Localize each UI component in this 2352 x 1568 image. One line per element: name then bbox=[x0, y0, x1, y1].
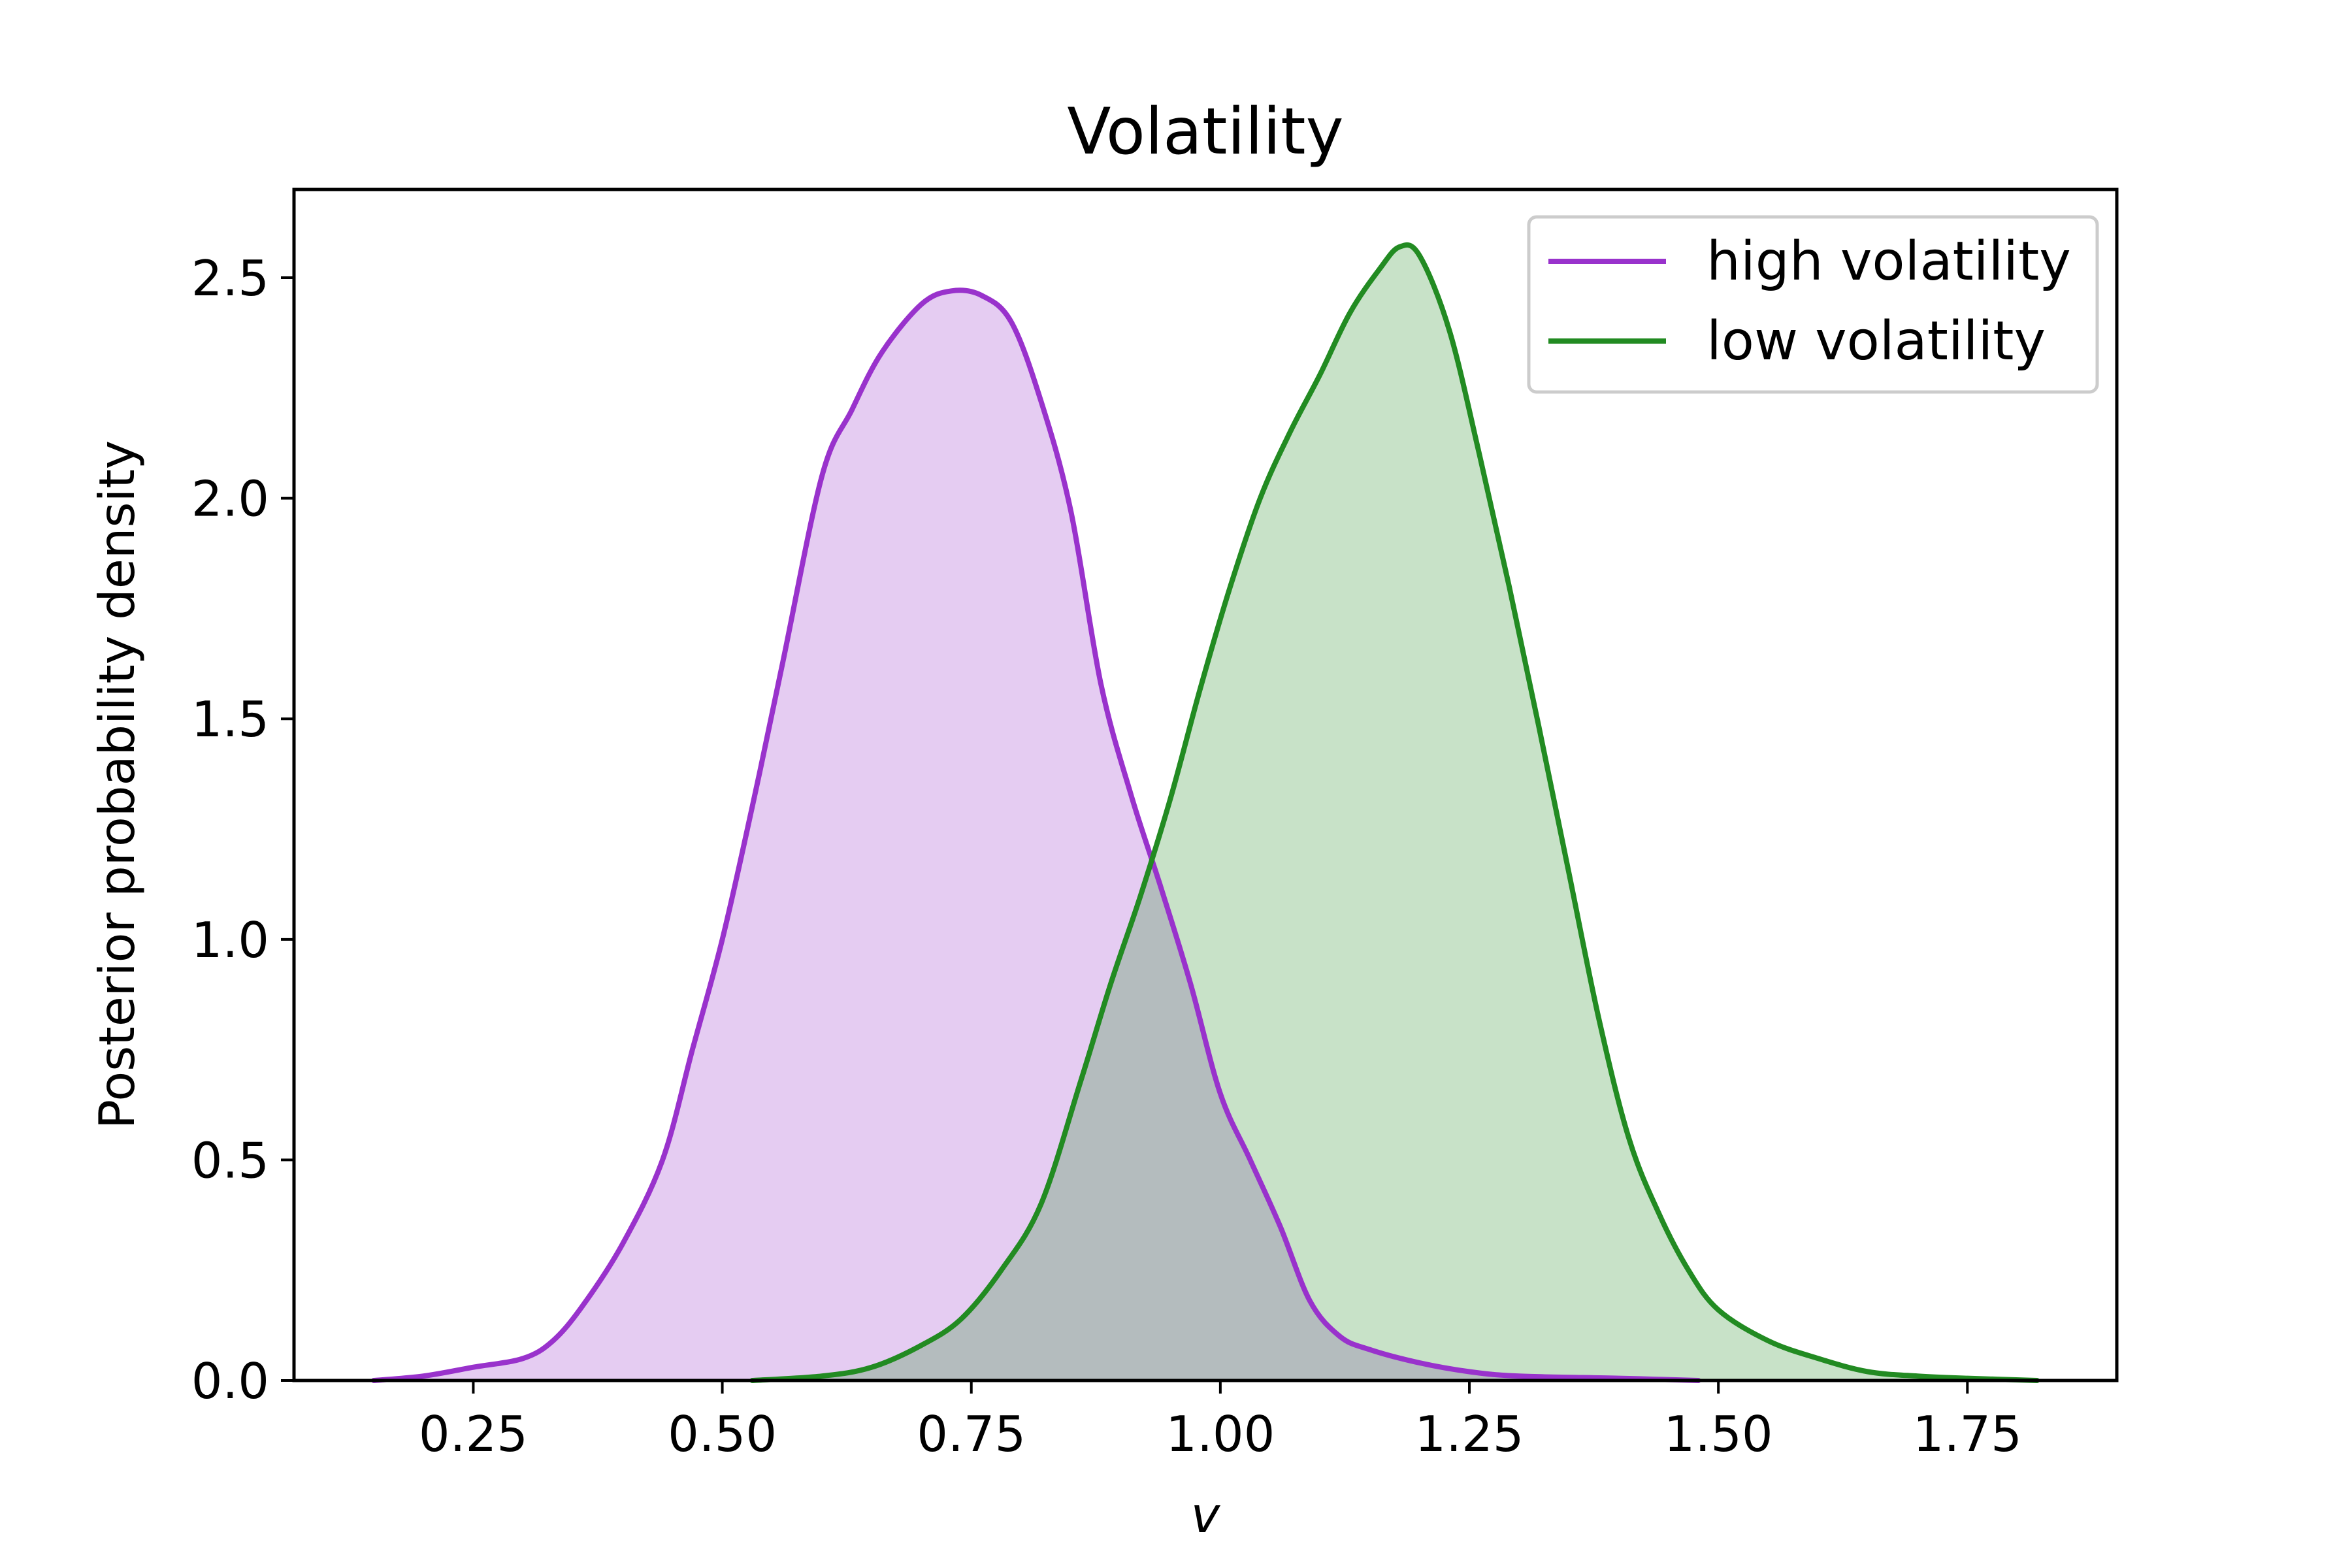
x-axis-ticks: 0.25 0.50 0.75 1.00 1.25 1.50 1.75 bbox=[419, 1380, 2022, 1463]
x-tick-label: 1.50 bbox=[1664, 1405, 1773, 1463]
y-tick-label: 1.5 bbox=[191, 691, 269, 748]
y-tick-label: 2.0 bbox=[191, 470, 269, 528]
legend-box bbox=[1527, 215, 2099, 394]
area-high-volatility bbox=[374, 290, 1699, 1381]
plot-frame bbox=[292, 188, 2119, 1382]
y-tick-label: 2.5 bbox=[191, 250, 269, 307]
y-tick-label: 1.0 bbox=[191, 911, 269, 969]
line-high-volatility bbox=[371, 287, 1701, 1383]
area-low-volatility bbox=[752, 244, 2037, 1380]
series-fills bbox=[374, 244, 2037, 1381]
y-axis-ticks: 0.0 0.5 1.0 1.5 2.0 2.5 bbox=[191, 250, 294, 1410]
y-axis-label: Posterior probability density bbox=[88, 440, 146, 1129]
x-tick-label: 0.25 bbox=[419, 1405, 528, 1463]
y-tick-label: 0.5 bbox=[191, 1132, 269, 1189]
legend-label-high-volatility: high volatility bbox=[1707, 231, 2071, 293]
x-tick-label: 1.25 bbox=[1415, 1405, 1524, 1463]
x-tick-label: 0.50 bbox=[668, 1405, 777, 1463]
y-tick-label: 0.0 bbox=[191, 1352, 269, 1410]
series-lines bbox=[371, 242, 2040, 1383]
legend-label-low-volatility: low volatility bbox=[1707, 310, 2046, 372]
line-low-volatility bbox=[749, 242, 2040, 1383]
x-axis-label: v bbox=[1191, 1486, 1221, 1544]
chart-title: Volatility bbox=[1067, 95, 1343, 169]
x-tick-label: 1.75 bbox=[1913, 1405, 2022, 1463]
x-tick-label: 1.00 bbox=[1166, 1405, 1275, 1463]
x-tick-label: 0.75 bbox=[917, 1405, 1026, 1463]
legend: high volatility low volatility bbox=[1527, 215, 2099, 394]
